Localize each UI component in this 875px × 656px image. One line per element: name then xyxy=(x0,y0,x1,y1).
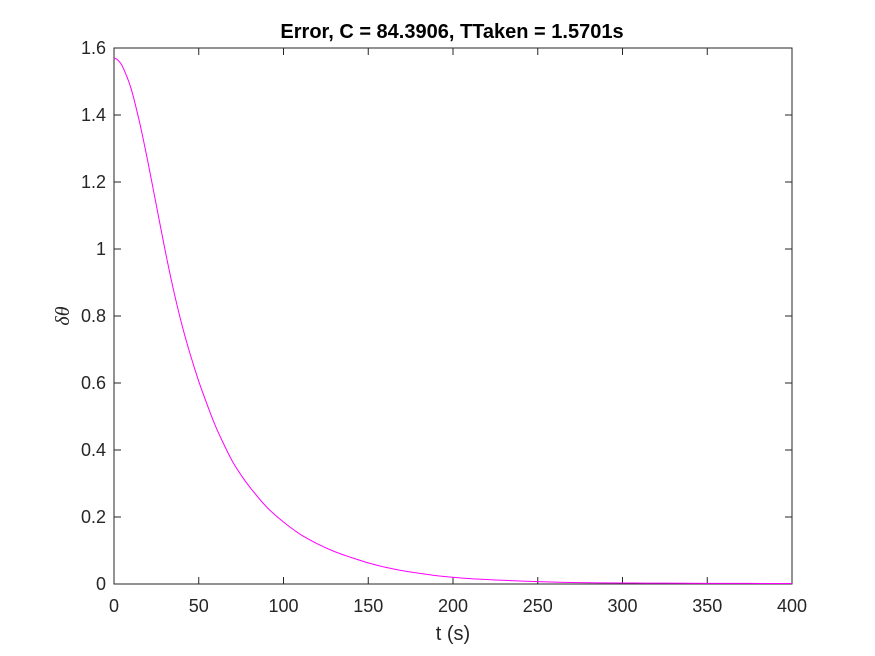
error-series-line xyxy=(113,57,793,584)
x-tick-label: 300 xyxy=(607,596,637,616)
x-tick-label: 350 xyxy=(692,596,722,616)
x-tick-label: 200 xyxy=(438,596,468,616)
x-tick-label: 100 xyxy=(268,596,298,616)
y-tick-label: 0.8 xyxy=(81,306,106,326)
y-tick-label: 0 xyxy=(96,574,106,594)
y-tick-label: 1.4 xyxy=(81,105,106,125)
plot-area: 0 50 100 150 200 250 300 350 400 0 0.2 0.4 0.6 0.8 1 1… xyxy=(81,38,807,616)
y-tick-label: 0.6 xyxy=(81,373,106,393)
chart-title: Error, C = 84.3906, TTaken = 1.5701s xyxy=(280,21,623,43)
y-axis-title: δθ xyxy=(52,306,74,325)
x-tick-label: 400 xyxy=(777,596,807,616)
y-axis-ticks: 0 0.2 0.4 0.6 0.8 1 1.2 1.4 1.6 xyxy=(81,38,792,594)
y-tick-label: 1.6 xyxy=(81,38,106,58)
x-axis-title: t (s) xyxy=(436,623,470,645)
x-tick-label: 150 xyxy=(353,596,383,616)
series-layer xyxy=(113,57,793,584)
x-axis-ticks: 0 50 100 150 200 250 300 350 400 xyxy=(109,48,807,616)
y-tick-label: 1.2 xyxy=(81,172,106,192)
x-tick-label: 250 xyxy=(523,596,553,616)
x-tick-label: 50 xyxy=(189,596,209,616)
x-tick-label: 0 xyxy=(109,596,119,616)
y-tick-label: 1 xyxy=(96,239,106,259)
axes-box xyxy=(113,47,793,585)
y-tick-label: 0.4 xyxy=(81,440,106,460)
y-tick-label: 0.2 xyxy=(81,507,106,527)
